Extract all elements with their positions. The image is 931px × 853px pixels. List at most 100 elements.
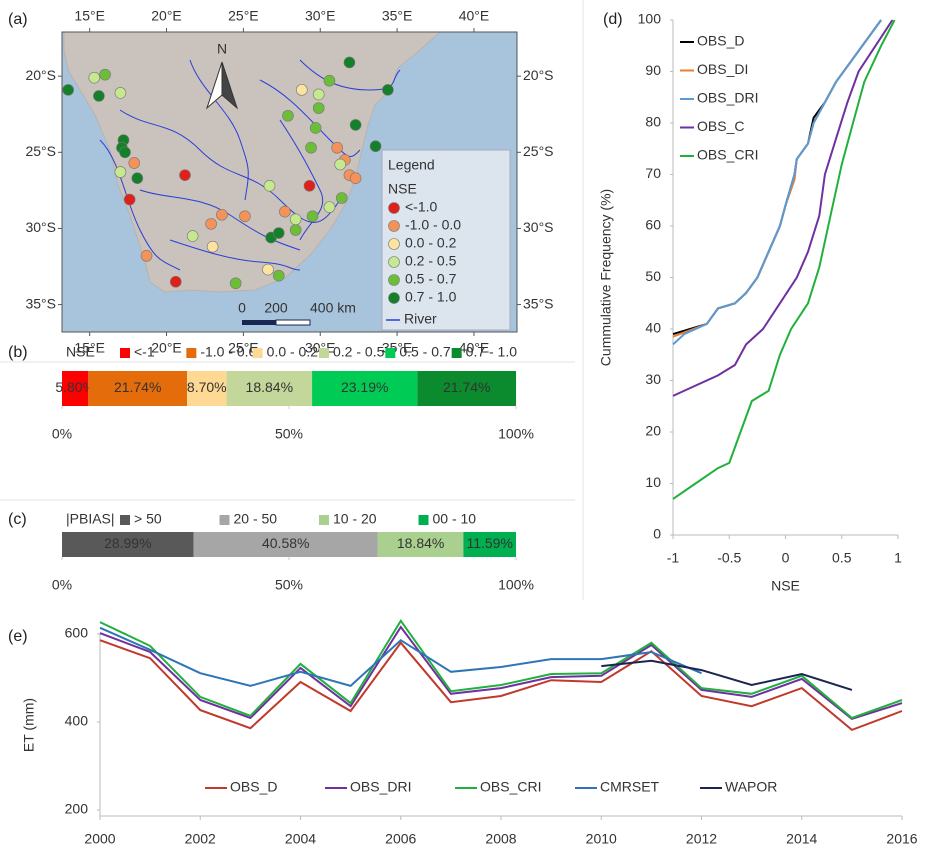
station bbox=[187, 231, 198, 242]
value-label: 18.84% bbox=[246, 379, 293, 395]
y-tick-label: 35°S bbox=[523, 295, 554, 311]
station bbox=[296, 84, 307, 95]
y-tick-label: 400 bbox=[65, 713, 89, 729]
value-label: 21.74% bbox=[443, 379, 490, 395]
legend-label: 10 - 20 bbox=[333, 511, 377, 527]
legend-swatch bbox=[120, 515, 130, 525]
x-tick-label: 50% bbox=[275, 577, 303, 593]
station bbox=[273, 228, 284, 239]
station bbox=[141, 250, 152, 261]
legend-swatch bbox=[385, 348, 395, 358]
legend-swatch bbox=[389, 257, 400, 268]
legend-label: 0.5 - 0.7 bbox=[399, 344, 451, 360]
figure: (a)15°E15°E20°E20°E25°E25°E30°E30°E35°E3… bbox=[0, 0, 931, 853]
y-tick-label: 0 bbox=[653, 526, 661, 542]
value-label: 23.19% bbox=[341, 379, 388, 395]
legend-swatch bbox=[389, 221, 400, 232]
legend-swatch bbox=[389, 293, 400, 304]
y-tick-label: 25°S bbox=[523, 143, 554, 159]
x-axis-label: NSE bbox=[771, 578, 800, 594]
scale-label: 200 bbox=[264, 300, 288, 316]
x-tick-label: 0% bbox=[52, 426, 72, 442]
y-tick-label: 40 bbox=[645, 320, 661, 336]
panel-label: (b) bbox=[8, 344, 28, 361]
legend-swatch bbox=[120, 348, 130, 358]
value-label: 21.74% bbox=[114, 379, 161, 395]
station bbox=[264, 180, 275, 191]
panel-label: (a) bbox=[8, 11, 28, 28]
station bbox=[324, 75, 335, 86]
x-tick-label: 2012 bbox=[686, 831, 717, 847]
station bbox=[216, 209, 227, 220]
station bbox=[120, 147, 131, 158]
legend-label: CMRSET bbox=[600, 779, 660, 795]
value-label: 28.99% bbox=[104, 535, 151, 551]
legend-label: OBS_DRI bbox=[350, 779, 411, 795]
station bbox=[115, 87, 126, 98]
x-tick-label: 2014 bbox=[786, 831, 817, 847]
legend-swatch bbox=[389, 239, 400, 250]
legend-label: OBS_DRI bbox=[697, 90, 758, 106]
station bbox=[332, 142, 343, 153]
legend-swatch bbox=[220, 515, 230, 525]
station bbox=[100, 69, 111, 80]
station bbox=[282, 110, 293, 121]
map-base bbox=[62, 32, 517, 332]
legend-label: 0.0 - 0.2 bbox=[267, 344, 319, 360]
station bbox=[324, 202, 335, 213]
legend-label: 0.7 - 1.0 bbox=[405, 289, 457, 305]
legend-label: OBS_DI bbox=[697, 61, 748, 77]
legend-swatch bbox=[389, 275, 400, 286]
y-tick-label: 60 bbox=[645, 217, 661, 233]
legend-label: 00 - 10 bbox=[433, 511, 477, 527]
station bbox=[206, 218, 217, 229]
y-tick-label: 30°S bbox=[523, 219, 554, 235]
x-tick-label: 20°E bbox=[151, 8, 182, 24]
station bbox=[179, 170, 190, 181]
station bbox=[344, 57, 355, 68]
station bbox=[306, 142, 317, 153]
legend-label: OBS_D bbox=[697, 33, 744, 49]
x-tick-label: 0.5 bbox=[832, 550, 852, 566]
y-tick-label: 50 bbox=[645, 268, 661, 284]
y-tick-label: 10 bbox=[645, 474, 661, 490]
legend-label: OBS_D bbox=[230, 779, 277, 795]
value-label: 11.59% bbox=[466, 535, 512, 551]
station bbox=[336, 192, 347, 203]
station bbox=[350, 173, 361, 184]
station bbox=[207, 241, 218, 252]
y-tick-label: 35°S bbox=[25, 295, 56, 311]
series-line bbox=[100, 621, 902, 718]
y-tick-label: 30°S bbox=[25, 219, 56, 235]
x-tick-label: 0% bbox=[52, 577, 72, 593]
station bbox=[262, 264, 273, 275]
legend-label: 0.7 - 1.0 bbox=[466, 344, 518, 360]
station bbox=[307, 211, 318, 222]
y-axis-label: Cummulative Frequency (%) bbox=[598, 189, 614, 366]
station bbox=[89, 72, 100, 83]
legend-label: 0.2 - 0.5 bbox=[405, 253, 457, 269]
station bbox=[370, 141, 381, 152]
page: {"chart_data": [ {"type": "map", "panel_… bbox=[0, 0, 931, 853]
x-tick-label: 30°E bbox=[305, 8, 336, 24]
station bbox=[350, 119, 361, 130]
bar-title: |PBIAS| bbox=[66, 511, 115, 527]
x-tick-label: -1 bbox=[667, 550, 680, 566]
y-tick-label: 90 bbox=[645, 62, 661, 78]
y-tick-label: 20°S bbox=[25, 67, 56, 83]
scale-label: 0 bbox=[238, 300, 246, 316]
panel-label: (c) bbox=[8, 511, 27, 528]
x-tick-label: 2008 bbox=[485, 831, 516, 847]
legend-label: OBS_C bbox=[697, 118, 744, 134]
x-tick-label: 1 bbox=[894, 550, 902, 566]
legend-title: Legend bbox=[388, 157, 435, 173]
value-label: 18.84% bbox=[397, 535, 444, 551]
x-tick-label: 40°E bbox=[459, 8, 490, 24]
station bbox=[124, 194, 135, 205]
x-tick-label: 2000 bbox=[84, 831, 115, 847]
legend-swatch bbox=[389, 203, 400, 214]
x-tick-label: 2016 bbox=[886, 831, 917, 847]
station bbox=[129, 157, 140, 168]
legend-swatch bbox=[452, 348, 462, 358]
station bbox=[382, 84, 393, 95]
